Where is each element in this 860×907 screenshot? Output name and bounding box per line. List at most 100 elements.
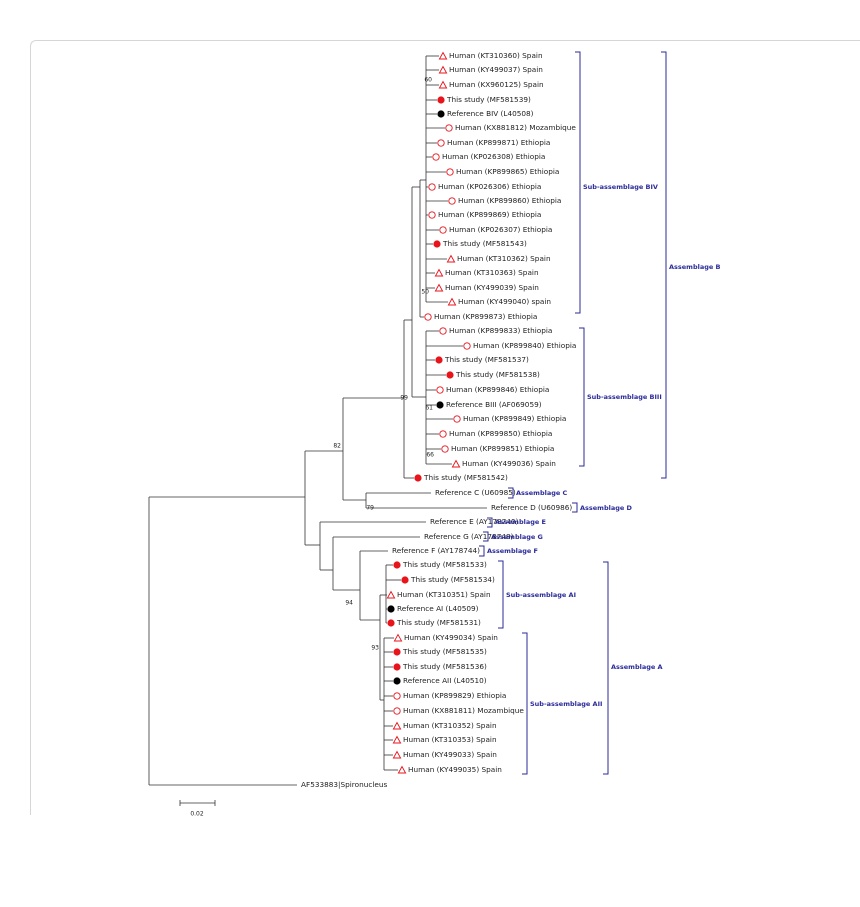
leaf-marker	[437, 96, 445, 104]
bootstrap-value: 82	[333, 443, 341, 450]
leaf-marker	[448, 197, 456, 205]
leaf-label: Reference BIII (AF069059)	[446, 400, 542, 409]
leaf-label: Human (KT310360) Spain	[449, 51, 543, 60]
leaf-label: This study (MF581536)	[402, 662, 487, 671]
leaf-label: Human (KP899873) Ethiopia	[434, 312, 537, 321]
leaf-label: AF533883|Spironucleus	[301, 780, 387, 789]
bootstrap-value: 60	[424, 77, 432, 84]
leaf-marker	[434, 268, 444, 277]
bootstrap-value: 99	[400, 395, 408, 402]
leaf-label: Human (KP899865) Ethiopia	[456, 167, 559, 176]
leaf-label: Human (KP899829) Ethiopia	[403, 691, 506, 700]
leaf-marker	[397, 765, 407, 774]
leaf-marker	[433, 240, 441, 248]
leaf-marker	[439, 327, 447, 335]
leaf-label: Human (KY499035) Spain	[408, 765, 502, 774]
leaf-label: Reference F (AY178744)	[392, 546, 480, 555]
group-label: Assemblage F	[487, 547, 538, 555]
group-bracket	[498, 560, 504, 629]
leaf-label: Human (KY499040) spain	[458, 297, 551, 306]
leaf-marker	[446, 168, 454, 176]
leaf-marker	[392, 750, 402, 759]
group-label: Assemblage D	[580, 504, 633, 512]
figure-card	[30, 40, 860, 815]
leaf-label: This study (MF581533)	[402, 560, 487, 569]
leaf-label: Reference AI (L40509)	[397, 604, 479, 613]
leaf-label: Reference AII (L40510)	[403, 676, 487, 685]
leaf-label: Human (KY499034) Spain	[404, 633, 498, 642]
leaf-label: Human (KP899846) Ethiopia	[446, 385, 549, 394]
leaf-label: This study (MF581531)	[396, 618, 481, 627]
leaf-label: This study (MF581542)	[423, 473, 508, 482]
leaf-label: Human (KP899849) Ethiopia	[463, 414, 566, 423]
leaf-marker	[436, 386, 444, 394]
leaf-label: This study (MF581538)	[455, 370, 540, 379]
group-label: Assemblage B	[669, 263, 721, 271]
leaf-label: Reference G (AY178748)	[424, 532, 514, 541]
leaf-label: Human (KP026306) Ethiopia	[438, 182, 541, 191]
leaf-label: Human (KP899869) Ethiopia	[438, 210, 541, 219]
leaf-marker	[438, 80, 448, 89]
leaf-label: Human (KX881811) Mozambique	[403, 706, 524, 715]
leaf-marker	[428, 183, 436, 191]
leaf-marker	[392, 721, 402, 730]
leaf-marker	[463, 342, 471, 350]
leaf-label: Human (KX960125) Spain	[449, 80, 544, 89]
leaf-marker	[393, 677, 401, 685]
leaf-label: Human (KY499039) Spain	[445, 283, 539, 292]
leaf-label: Human (KP026307) Ethiopia	[449, 225, 552, 234]
leaf-label: Human (KT310363) Spain	[445, 268, 539, 277]
leaf-label: Human (KT310353) Spain	[403, 735, 497, 744]
group-bracket	[661, 51, 667, 479]
bootstrap-value: 93	[371, 645, 379, 652]
leaf-label: Human (KP899850) Ethiopia	[449, 429, 552, 438]
group-bracket	[487, 517, 493, 528]
group-label: Sub-assemblage BIV	[583, 183, 658, 191]
group-bracket	[522, 632, 528, 775]
bootstrap-value: 66	[426, 452, 434, 459]
leaf-label: This study (MF581535)	[402, 647, 487, 656]
leaf-marker	[445, 124, 453, 132]
group-label: Assemblage A	[611, 663, 663, 671]
leaf-marker	[437, 139, 445, 147]
group-bracket	[603, 561, 609, 775]
leaf-marker	[447, 297, 457, 306]
leaf-marker	[393, 663, 401, 671]
leaf-label: Human (KY499033) Spain	[403, 750, 497, 759]
leaf-label: Human (KX881812) Mozambique	[455, 123, 576, 132]
leaf-label: Human (KP899833) Ethiopia	[449, 326, 552, 335]
leaf-marker	[451, 459, 461, 468]
leaf-marker	[424, 313, 432, 321]
leaf-marker	[439, 430, 447, 438]
leaf-marker	[393, 561, 401, 569]
group-bracket	[575, 51, 581, 314]
group-label: Sub-assemblage BIII	[587, 393, 662, 401]
leaf-label: Reference BIV (L40508)	[447, 109, 534, 118]
leaf-marker	[441, 445, 449, 453]
leaf-label: Human (KP026308) Ethiopia	[442, 152, 545, 161]
leaf-marker	[432, 153, 440, 161]
group-label: Assemblage C	[516, 489, 568, 497]
group-label: Assemblage G	[491, 533, 543, 541]
leaf-marker	[393, 633, 403, 642]
leaf-marker	[435, 356, 443, 364]
group-label: Sub-assemblage AII	[530, 700, 602, 708]
leaf-marker	[437, 110, 445, 118]
leaf-label: This study (MF581543)	[442, 239, 527, 248]
leaf-label: Human (KP899860) Ethiopia	[458, 196, 561, 205]
leaf-label: Human (KP899851) Ethiopia	[451, 444, 554, 453]
leaf-label: This study (MF581537)	[444, 355, 529, 364]
leaf-label: This study (MF581539)	[446, 95, 531, 104]
group-bracket	[579, 327, 585, 467]
leaf-marker	[387, 619, 395, 627]
group-label: Sub-assemblage AI	[506, 591, 576, 599]
leaf-label: Human (KP899840) Ethiopia	[473, 341, 576, 350]
bootstrap-value: 61	[425, 405, 433, 412]
leaf-marker	[392, 735, 402, 744]
leaf-marker	[414, 474, 422, 482]
leaf-marker	[393, 648, 401, 656]
figure-area	[148, 50, 718, 815]
bootstrap-value: 79	[366, 505, 374, 512]
leaf-label: Human (KY499037) Spain	[449, 65, 543, 74]
